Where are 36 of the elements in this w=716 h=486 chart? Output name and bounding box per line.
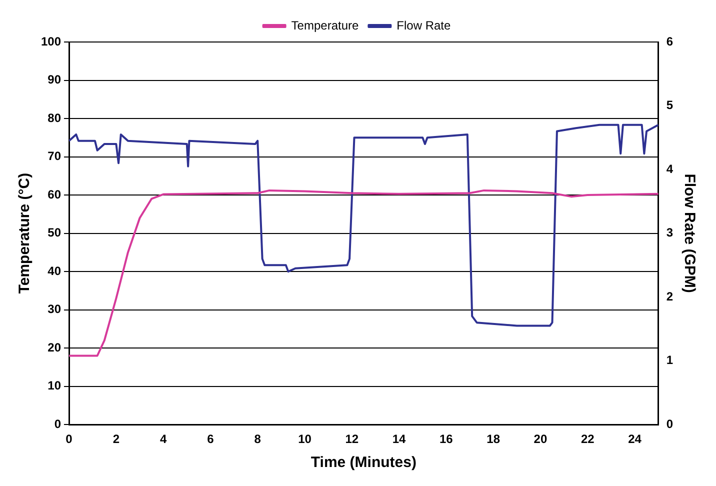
x-tick-label: 6 xyxy=(207,432,214,446)
y-tick-label: 80 xyxy=(48,110,62,125)
legend-label: Temperature xyxy=(291,18,359,32)
y2-tick-label: 0 xyxy=(666,416,674,431)
x-tick-label: 16 xyxy=(439,432,454,446)
x-tick-label: 24 xyxy=(628,432,642,446)
y-tick-label: 30 xyxy=(48,302,62,316)
legend-label: Flow Rate xyxy=(396,18,452,32)
y2-tick-label: 1 xyxy=(666,353,674,368)
y-tick-label: 100 xyxy=(40,34,62,48)
y-tick-label: 20 xyxy=(48,340,62,354)
x-tick-label: 0 xyxy=(66,432,73,446)
y-tick-label: 40 xyxy=(48,264,62,278)
y-tick-label: 90 xyxy=(48,72,62,87)
x-tick-label: 22 xyxy=(580,432,595,446)
y2-tick-label: 6 xyxy=(666,34,674,48)
x-tick-label: 2 xyxy=(112,432,120,446)
y2-tick-label: 2 xyxy=(666,289,674,304)
x-tick-label: 4 xyxy=(160,432,167,446)
y-tick-label: 60 xyxy=(48,187,62,202)
y-tick-label: 0 xyxy=(54,416,62,431)
x-tick-label: 18 xyxy=(486,432,500,446)
x-tick-label: 20 xyxy=(534,432,548,446)
y2-tick-label: 5 xyxy=(666,98,674,112)
y-axis-title: Temperature (°C) xyxy=(16,172,34,294)
x-tick-label: 14 xyxy=(392,432,406,446)
y2-tick-label: 3 xyxy=(666,226,674,240)
y-tick-label: 50 xyxy=(48,226,62,240)
x-tick-label: 10 xyxy=(298,432,312,446)
y-tick-label: 70 xyxy=(48,149,62,164)
x-tick-label: 12 xyxy=(345,432,359,446)
y2-axis-title: Flow Rate (GPM) xyxy=(680,174,698,293)
x-axis-title: Time (Minutes) xyxy=(310,454,416,472)
y-tick-label: 10 xyxy=(48,378,62,393)
x-tick-label: 8 xyxy=(254,432,262,446)
y2-tick-label: 4 xyxy=(666,162,674,176)
